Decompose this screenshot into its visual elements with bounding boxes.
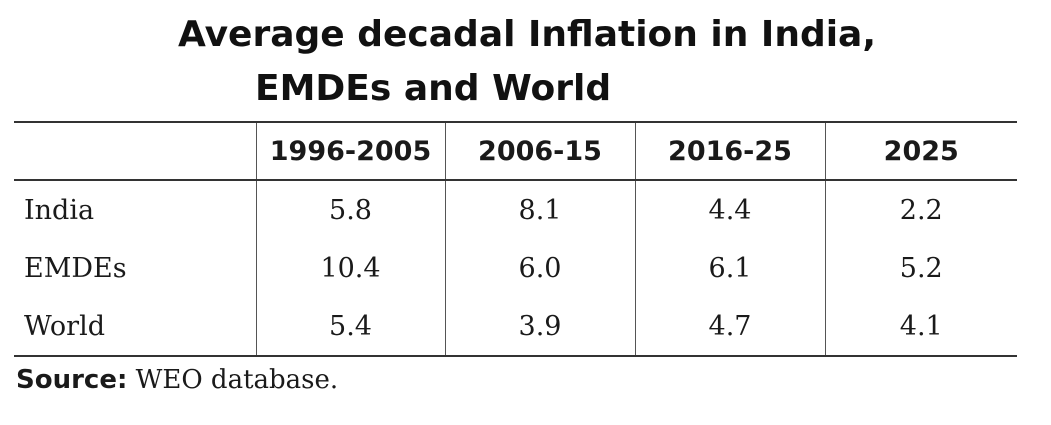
header-cell-2006-15: 2006-15: [444, 122, 635, 180]
table-cell: 5.4: [255, 297, 445, 356]
header-cell-2016-25: 2016-25: [634, 122, 825, 180]
row-label-emdes: EMDEs: [24, 252, 127, 284]
row-label-world: World: [24, 310, 105, 342]
table-cell: 6.1: [634, 239, 825, 297]
table-cell: 4.7: [634, 297, 825, 356]
table-cell: 8.1: [444, 180, 635, 239]
header-row: 1996-2005 2006-15 2016-25 2025: [14, 122, 1017, 180]
row-label-india: India: [24, 194, 95, 226]
table-row: India 5.8 8.1 4.4 2.2: [14, 180, 1017, 239]
header-cell-blank: [14, 122, 256, 180]
header-cell-2025: 2025: [824, 122, 1017, 180]
table-cell: 5.2: [824, 239, 1017, 297]
table-cell: 6.0: [444, 239, 635, 297]
source-label: Source:: [16, 365, 128, 395]
table-cell: 2.2: [824, 180, 1017, 239]
table-cell: 5.8: [255, 180, 445, 239]
inflation-table: 1996-2005 2006-15 2016-25 2025 India 5.8…: [14, 121, 1017, 357]
table-cell: 4.4: [634, 180, 825, 239]
table-title-line-2: EMDEs and World: [255, 68, 612, 109]
header-cell-1996-2005: 1996-2005: [255, 122, 445, 180]
source-text: WEO database.: [127, 365, 339, 395]
table-cell: 4.1: [824, 297, 1017, 356]
table-cell: 3.9: [444, 297, 635, 356]
table-row: EMDEs 10.4 6.0 6.1 5.2: [14, 239, 1017, 297]
table-title-line-1: Average decadal Inflation in India,: [178, 14, 877, 55]
table-row: World 5.4 3.9 4.7 4.1: [14, 297, 1017, 356]
table-cell: 10.4: [255, 239, 445, 297]
source-note: Source: WEO database.: [16, 365, 338, 395]
